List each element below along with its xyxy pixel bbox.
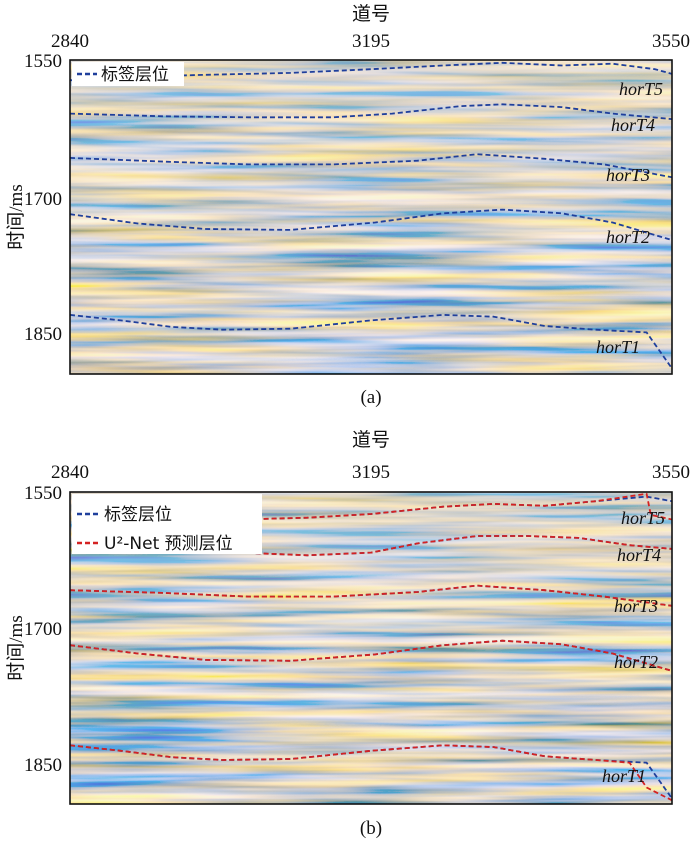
x-tick-label: 2840 [51, 31, 89, 52]
y-tick-label: 1700 [24, 619, 62, 640]
series-line-prediction-hort2-b [70, 639, 672, 672]
x-tick-label: 3550 [652, 31, 690, 52]
plot-frame-b [69, 491, 673, 805]
x-tick-label: 2840 [51, 462, 89, 483]
horizon-label-t2: horT2 [606, 227, 650, 247]
x-tick-label: 3550 [652, 462, 690, 483]
x-tick-label: 3195 [352, 462, 390, 483]
horizon-label-t2: horT2 [614, 652, 658, 672]
series-line-prediction-hort3-b [70, 584, 672, 607]
horizon-label-t1: horT1 [602, 766, 646, 786]
legend-b: 标签层位 U²-Net 预测层位 [72, 494, 262, 554]
panel-a: 道号 2840 3195 3550 时间/ms 1550 1700 1850 标… [5, 3, 690, 408]
panel-label-a: (a) [360, 387, 381, 408]
horizon-label-t4: horT4 [611, 115, 655, 135]
series-line-label-hort3-a [70, 153, 672, 179]
series-line-prediction-hort5-b [239, 492, 672, 521]
series-line-label-hort2-a [70, 208, 672, 241]
legend-entry-label: 标签层位 [104, 505, 172, 525]
x-axis-title: 道号 [352, 3, 390, 25]
horizon-lines-b [70, 492, 672, 802]
legend-entry-label: 标签层位 [101, 65, 169, 85]
y-tick-label: 1850 [24, 324, 62, 345]
y-tick-label: 1700 [24, 189, 62, 210]
x-axis-title: 道号 [352, 429, 390, 451]
legend-box [72, 62, 184, 86]
horizon-label-t3: horT3 [606, 165, 650, 185]
y-tick-label: 1550 [24, 51, 62, 72]
series-line-label-hort1-a [70, 313, 672, 370]
y-tick-label: 1550 [24, 483, 62, 504]
panel-b: 道号 2840 3195 3550 时间/ms 1550 1700 1850 标… [5, 429, 690, 839]
horizon-label-t3: horT3 [614, 596, 658, 616]
legend-entry-prediction: U²-Net 预测层位 [104, 534, 233, 554]
horizon-label-t5: horT5 [621, 508, 665, 528]
y-tick-label: 1850 [24, 755, 62, 776]
horizon-label-t1: horT1 [596, 337, 640, 357]
legend-a: 标签层位 [72, 62, 184, 86]
series-line-prediction-hort1-b [70, 744, 672, 802]
y-axis-title: 时间/ms [5, 615, 27, 680]
series-line-label-hort4-a [70, 103, 672, 120]
seismic-section-a [70, 60, 672, 374]
plot-frame-a [69, 59, 673, 375]
x-tick-label: 3195 [352, 31, 390, 52]
horizon-label-t5: horT5 [619, 79, 663, 99]
series-line-prediction-hort4-b [239, 535, 672, 557]
legend-box [72, 494, 262, 554]
horizon-label-t4: horT4 [617, 545, 661, 565]
y-axis-title: 时间/ms [5, 184, 27, 249]
panel-label-b: (b) [360, 818, 382, 839]
